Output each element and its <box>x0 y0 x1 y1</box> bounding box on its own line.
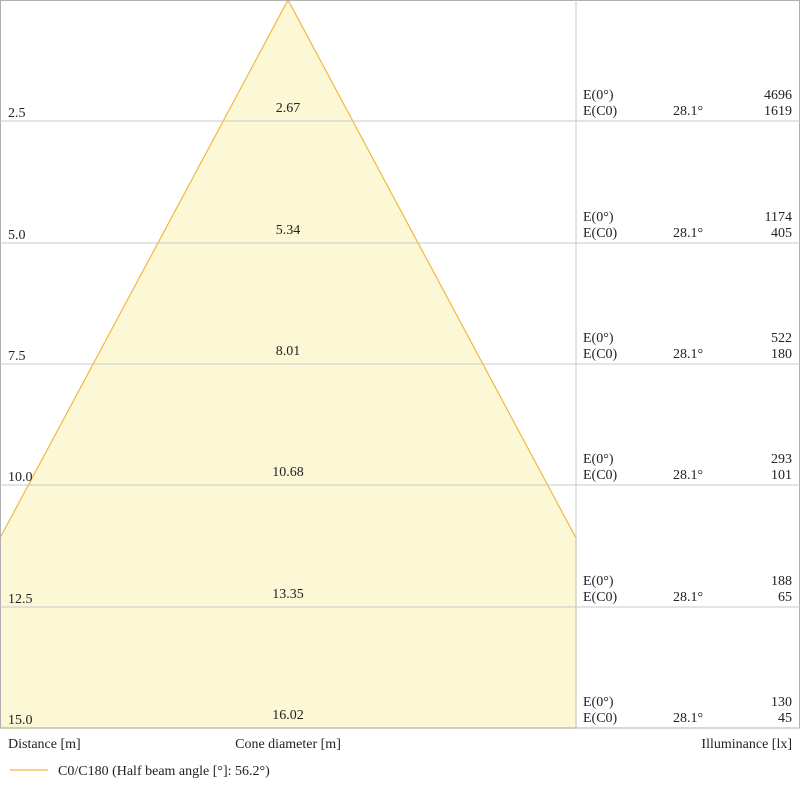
ec0-value: 1619 <box>764 104 792 119</box>
distance: 10.0 <box>8 470 33 485</box>
ec0-value: 65 <box>778 590 792 605</box>
ec0-label: E(C0) <box>583 226 618 241</box>
distance: 5.0 <box>8 228 26 243</box>
distance: 2.5 <box>8 106 26 121</box>
ec0-label: E(C0) <box>583 468 618 483</box>
e0-value: 293 <box>771 452 792 467</box>
distance: 15.0 <box>8 713 33 728</box>
e0-value: 130 <box>771 695 792 710</box>
footer-diameter: Cone diameter [m] <box>235 737 341 752</box>
half-angle: 28.1° <box>673 347 703 362</box>
cone-diameter: 5.34 <box>276 223 301 238</box>
e0-label: E(0°) <box>583 695 614 710</box>
cone-diameter: 2.67 <box>276 101 301 116</box>
half-angle: 28.1° <box>673 711 703 726</box>
distance: 12.5 <box>8 592 33 607</box>
ec0-label: E(C0) <box>583 590 618 605</box>
ec0-label: E(C0) <box>583 711 618 726</box>
ec0-value: 180 <box>771 347 792 362</box>
e0-value: 4696 <box>764 88 792 103</box>
e0-value: 188 <box>771 574 792 589</box>
e0-label: E(0°) <box>583 574 614 589</box>
ec0-value: 405 <box>771 226 792 241</box>
half-angle: 28.1° <box>673 468 703 483</box>
rows: 2.5 2.67 E(0°) 4696 E(C0) 28.1° 1619 5.0 5.34 E(0… <box>0 88 800 728</box>
distance: 7.5 <box>8 349 26 364</box>
legend-label: C0/C180 (Half beam angle [°]: 56.2°) <box>58 764 270 779</box>
cone-diameter: 8.01 <box>276 344 301 359</box>
half-angle: 28.1° <box>673 226 703 241</box>
ec0-value: 101 <box>771 468 792 483</box>
ec0-label: E(C0) <box>583 347 618 362</box>
e0-label: E(0°) <box>583 88 614 103</box>
e0-label: E(0°) <box>583 331 614 346</box>
e0-label: E(0°) <box>583 452 614 467</box>
half-angle: 28.1° <box>673 590 703 605</box>
e0-label: E(0°) <box>583 210 614 225</box>
cone-diameter: 10.68 <box>272 465 304 480</box>
half-angle: 28.1° <box>673 104 703 119</box>
footer-distance: Distance [m] <box>8 737 81 752</box>
e0-value: 522 <box>771 331 792 346</box>
footer-illuminance: Illuminance [lx] <box>701 737 792 752</box>
cone-diameter: 13.35 <box>272 587 304 602</box>
ec0-label: E(C0) <box>583 104 618 119</box>
ec0-value: 45 <box>778 711 792 726</box>
cone-diameter: 16.02 <box>272 708 304 723</box>
e0-value: 1174 <box>765 210 792 225</box>
